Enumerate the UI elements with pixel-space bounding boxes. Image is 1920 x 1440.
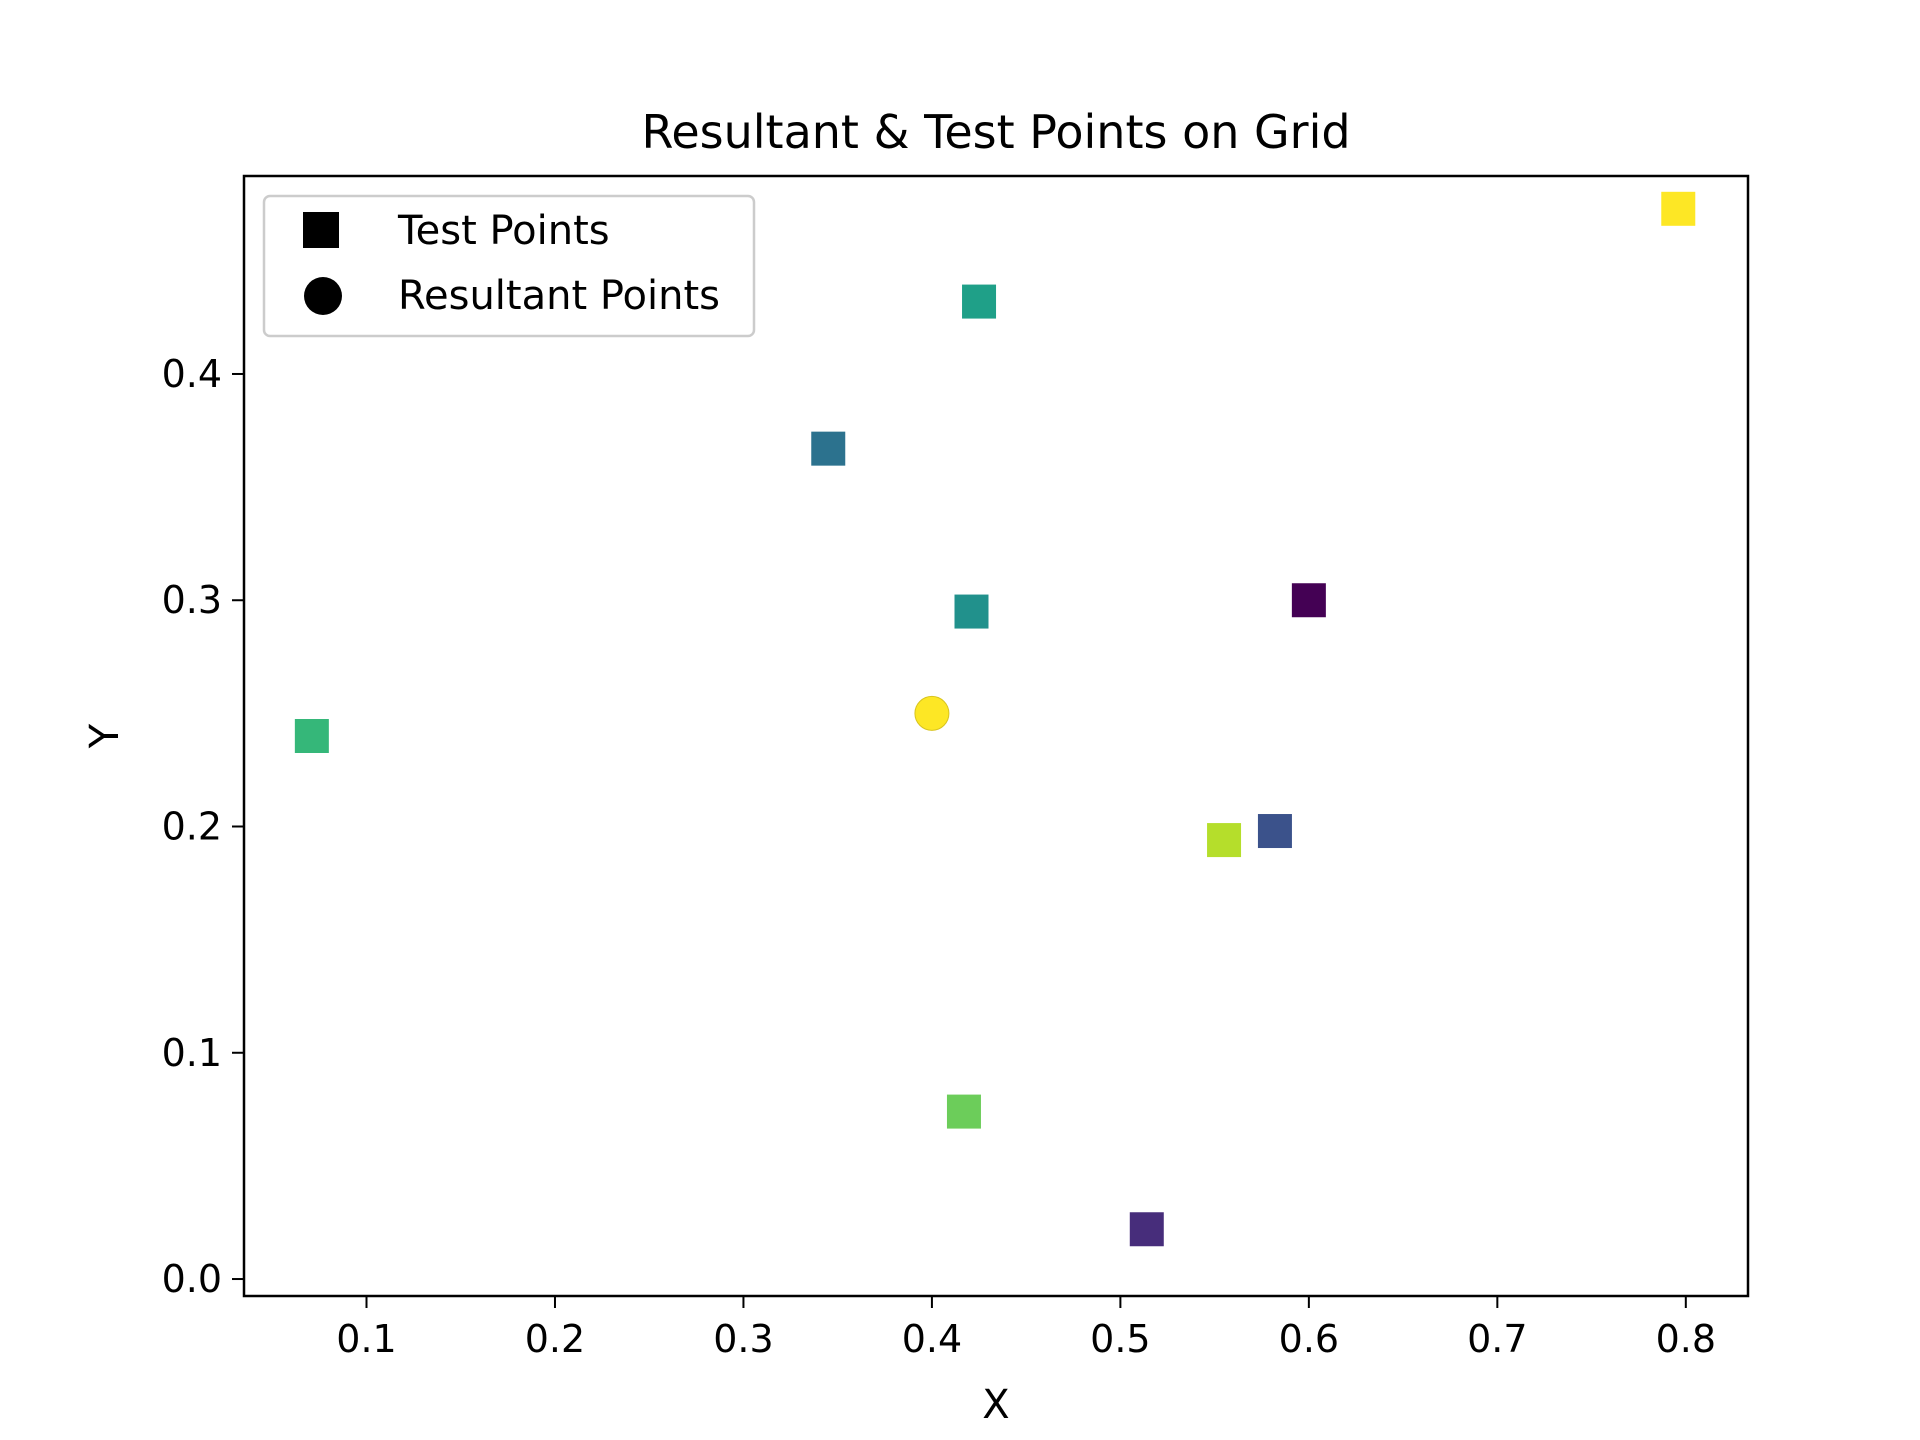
legend: Test Points Resultant Points xyxy=(262,194,756,338)
legend-label-test-points: Test Points xyxy=(397,208,610,254)
y-tick-label: 0.2 xyxy=(162,805,222,849)
x-tick-label: 0.4 xyxy=(902,1317,962,1361)
legend-circle-marker-icon xyxy=(304,277,342,315)
x-axis-label: X xyxy=(982,1382,1009,1428)
x-tick-label: 0.1 xyxy=(336,1317,396,1361)
test-point-marker xyxy=(1291,583,1326,618)
plot-frame xyxy=(242,174,1750,1298)
data-marks xyxy=(294,191,1696,1247)
x-tick-label: 0.2 xyxy=(525,1317,585,1361)
x-tick-label: 0.6 xyxy=(1279,1317,1339,1361)
y-tick-label: 0.4 xyxy=(162,352,222,396)
x-tick-label: 0.8 xyxy=(1656,1317,1716,1361)
legend-square-marker-icon xyxy=(303,212,339,248)
test-point-marker xyxy=(1257,814,1292,849)
resultant-point-marker xyxy=(914,695,950,731)
y-axis-label: Y xyxy=(82,723,128,749)
test-point-marker xyxy=(1129,1212,1164,1247)
test-point-marker xyxy=(962,284,997,319)
x-axis: 0.1 0.2 0.3 0.4 0.5 0.6 0.7 0.8 xyxy=(336,1296,1716,1361)
test-point-marker xyxy=(954,594,989,629)
chart-title: Resultant & Test Points on Grid xyxy=(641,105,1350,159)
x-tick-label: 0.3 xyxy=(713,1317,773,1361)
legend-label-resultant-points: Resultant Points xyxy=(398,273,720,319)
plot-area xyxy=(242,174,1750,1298)
legend-box xyxy=(262,194,756,338)
y-axis: 0.0 0.1 0.2 0.3 0.4 xyxy=(162,352,244,1301)
y-tick-label: 0.3 xyxy=(162,578,222,622)
test-point-marker xyxy=(1661,191,1696,226)
test-point-marker xyxy=(1207,823,1242,858)
test-point-marker xyxy=(811,431,846,466)
x-tick-label: 0.5 xyxy=(1090,1317,1150,1361)
y-tick-label: 0.0 xyxy=(162,1257,222,1301)
x-tick-label: 0.7 xyxy=(1467,1317,1527,1361)
test-point-marker xyxy=(946,1094,981,1129)
y-tick-label: 0.1 xyxy=(162,1031,222,1075)
test-point-marker xyxy=(294,719,329,753)
